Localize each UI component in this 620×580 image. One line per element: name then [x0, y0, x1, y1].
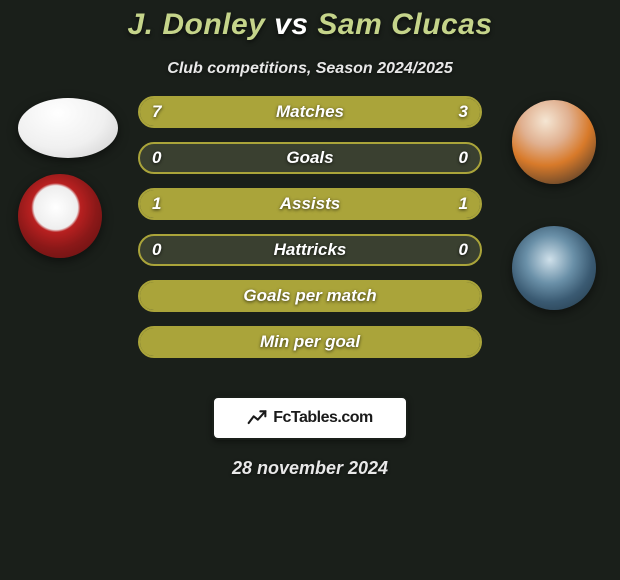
bars-container: 73Matches00Goals11Assists00HattricksGoal… [138, 96, 482, 372]
player2-name: Sam Clucas [317, 8, 492, 41]
chart-icon [247, 408, 267, 428]
brand-badge: FcTables.com [212, 396, 408, 440]
stat-row: 11Assists [138, 188, 482, 220]
value-right: 0 [459, 236, 468, 264]
comparison-chart: 73Matches00Goals11Assists00HattricksGoal… [0, 110, 620, 390]
date-label: 28 november 2024 [0, 458, 620, 479]
stat-row: 73Matches [138, 96, 482, 128]
player2-club-crest [512, 226, 596, 310]
stat-label: Hattricks [140, 236, 480, 264]
fill-left [140, 98, 378, 126]
stat-row: Min per goal [138, 326, 482, 358]
value-left: 7 [152, 98, 161, 126]
player1-avatar [18, 98, 118, 158]
stat-row: 0 0Goals [138, 142, 482, 174]
stat-row: 0 0Hattricks [138, 234, 482, 266]
value-right: 3 [459, 98, 468, 126]
fill-left [140, 190, 310, 218]
stat-label: Goals [140, 144, 480, 172]
infographic-container: J. Donley vs Sam Clucas Club competition… [0, 0, 620, 479]
value-right: 0 [459, 144, 468, 172]
player1-name: J. Donley [127, 8, 265, 41]
vs-separator: vs [274, 8, 308, 41]
value-left: 0 [152, 144, 161, 172]
player1-club-crest [18, 174, 102, 258]
fill-left [140, 328, 480, 356]
fill-right [310, 190, 480, 218]
fill-left [140, 282, 480, 310]
brand-text: FcTables.com [273, 409, 373, 427]
stat-row: Goals per match [138, 280, 482, 312]
value-left: 1 [152, 190, 161, 218]
subtitle: Club competitions, Season 2024/2025 [0, 60, 620, 78]
value-left: 0 [152, 236, 161, 264]
player2-avatar [512, 100, 596, 184]
value-right: 1 [459, 190, 468, 218]
page-title: J. Donley vs Sam Clucas [0, 8, 620, 42]
